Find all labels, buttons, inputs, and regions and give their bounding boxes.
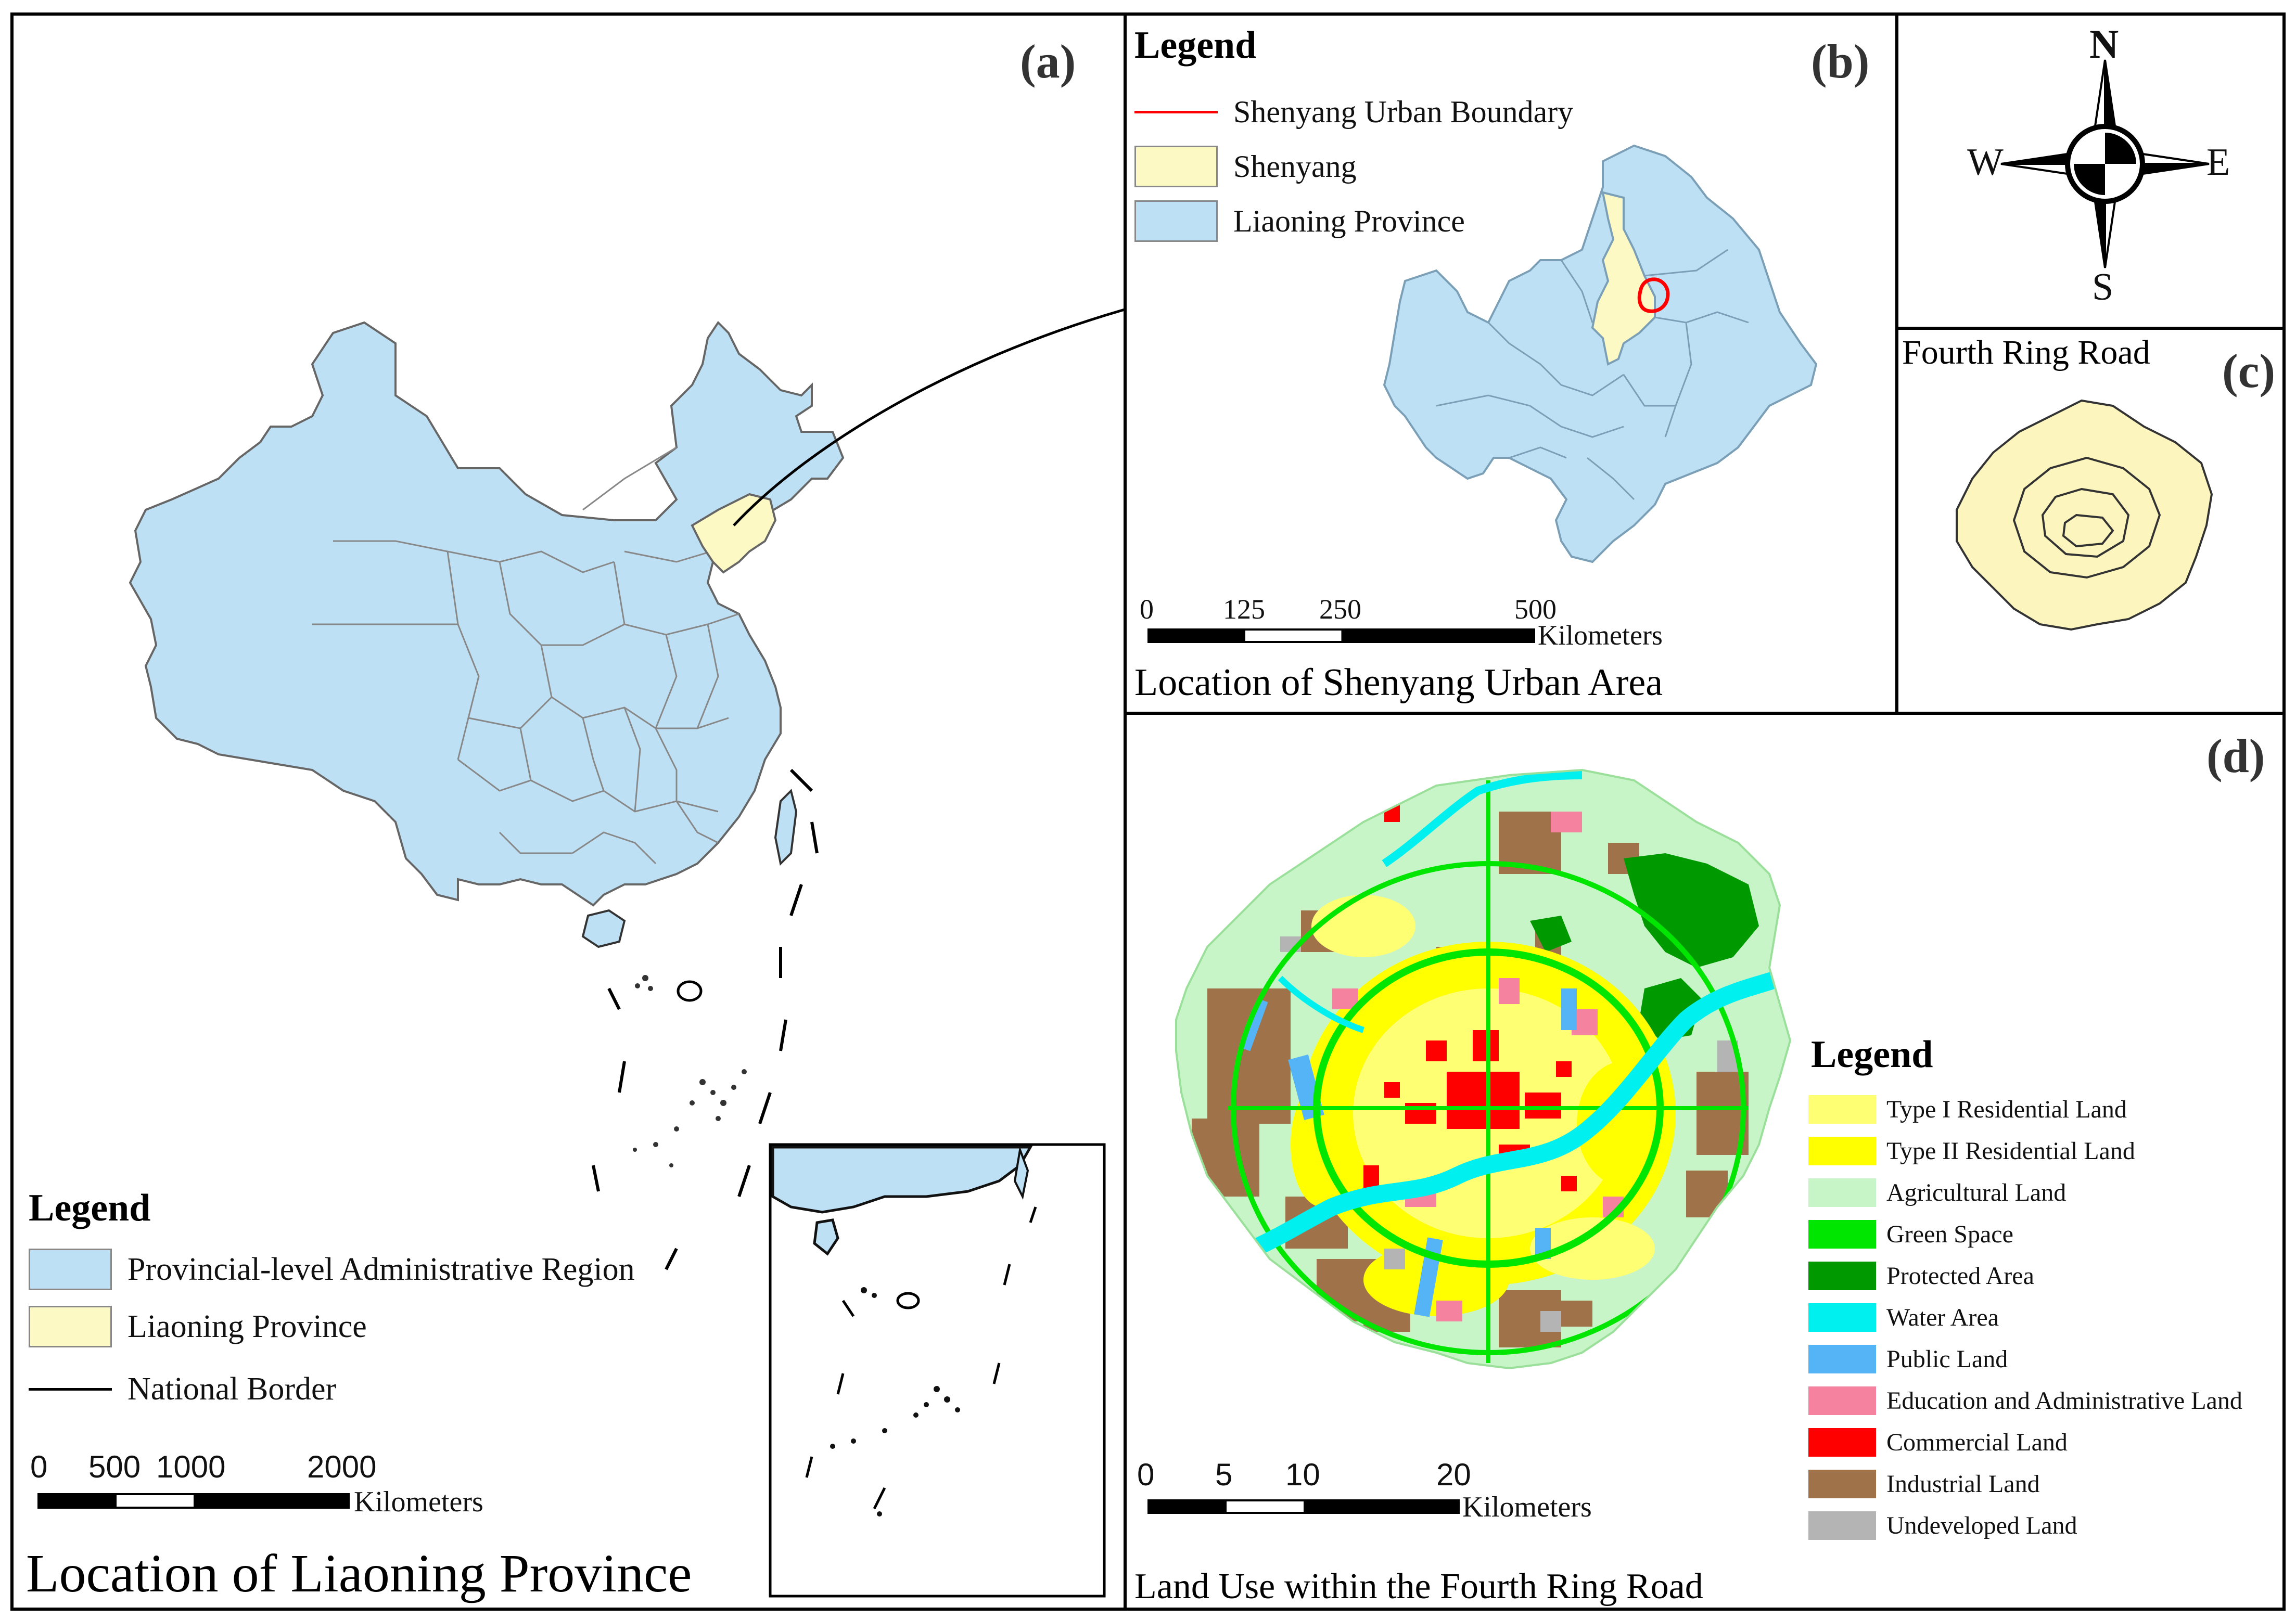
legend-label: Undeveloped Land (1886, 1512, 2077, 1539)
scale-a-unit: Kilometers (354, 1486, 483, 1518)
scale-b-tick-3: 500 (1514, 594, 1557, 625)
legend-swatch (1134, 146, 1218, 187)
scale-a-tick-2: 1000 (156, 1449, 226, 1484)
panel-c-tag: (c) (2222, 344, 2276, 397)
legend-item-provincial: Provincial-level Administrative Region (29, 1249, 635, 1290)
scale-d-tick-2: 10 (1285, 1457, 1320, 1492)
legend-item-industrial: Industrial Land (1808, 1470, 2040, 1498)
legend-swatch (1808, 1511, 1876, 1540)
scale-bar-a (37, 1493, 350, 1509)
legend-label: Type I Residential Land (1886, 1096, 2127, 1123)
legend-item-type2-residential: Type II Residential Land (1808, 1137, 2135, 1165)
panel-c-title: Fourth Ring Road (1902, 333, 2150, 371)
legend-label: Liaoning Province (1233, 203, 1465, 238)
scale-d-tick-3: 20 (1436, 1457, 1471, 1492)
scale-b-tick-1: 125 (1223, 594, 1265, 625)
panel-d-title: Land Use within the Fourth Ring Road (1134, 1566, 1703, 1607)
legend-swatch (29, 1249, 112, 1290)
legend-swatch (1808, 1095, 1876, 1124)
legend-label: Protected Area (1886, 1262, 2034, 1290)
scale-d-tick-0: 0 (1137, 1457, 1155, 1492)
panel-b-title: Location of Shenyang Urban Area (1134, 661, 1663, 704)
legend-label: Water Area (1886, 1304, 1999, 1331)
scale-b-tick-2: 250 (1319, 594, 1361, 625)
legend-item-liaoning-b: Liaoning Province (1134, 200, 1465, 242)
scale-bar-d (1147, 1499, 1460, 1514)
legend-label: Education and Administrative Land (1886, 1387, 2242, 1415)
legend-label: Agricultural Land (1886, 1179, 2067, 1206)
legend-swatch (1808, 1345, 1876, 1373)
legend-swatch (1808, 1428, 1876, 1457)
legend-label: National Border (127, 1371, 337, 1407)
legend-label: Type II Residential Land (1886, 1137, 2135, 1165)
legend-item-protected: Protected Area (1808, 1262, 2034, 1290)
panel-b-legend-title: Legend (1134, 24, 1257, 67)
legend-swatch (1808, 1178, 1876, 1207)
legend-item-liaoning: Liaoning Province (29, 1306, 367, 1347)
scale-d-unit: Kilometers (1462, 1491, 1592, 1523)
legend-item-agricultural: Agricultural Land (1808, 1178, 2066, 1207)
legend-swatch (1808, 1137, 1876, 1165)
legend-label: Green Space (1886, 1220, 2013, 1248)
legend-item-undeveloped: Undeveloped Land (1808, 1511, 2077, 1540)
legend-label: Public Land (1886, 1345, 2008, 1373)
compass-w: W (1967, 141, 2004, 184)
panel-d-tag: (d) (2206, 729, 2265, 782)
legend-item-public: Public Land (1808, 1345, 2008, 1373)
panel-a-legend-title: Legend (29, 1187, 151, 1229)
legend-swatch (1808, 1303, 1876, 1332)
compass-e: E (2206, 141, 2230, 184)
legend-item-water: Water Area (1808, 1303, 1999, 1332)
legend-item-border: National Border (29, 1368, 336, 1410)
scale-d-tick-1: 5 (1215, 1457, 1233, 1492)
legend-line (1134, 110, 1218, 113)
scale-a-tick-1: 500 (88, 1449, 141, 1484)
legend-label: Liaoning Province (127, 1308, 367, 1344)
legend-label: Industrial Land (1886, 1470, 2040, 1498)
legend-item-green-space: Green Space (1808, 1220, 2013, 1249)
legend-swatch (1808, 1220, 1876, 1249)
compass-s: S (2092, 266, 2114, 309)
legend-label: Shenyang (1233, 149, 1357, 184)
legend-swatch (1808, 1470, 1876, 1498)
scale-b-unit: Kilometers (1538, 620, 1663, 651)
scale-a-tick-3: 2000 (307, 1449, 377, 1484)
panel-a-title: Location of Liaoning Province (26, 1544, 692, 1603)
legend-item-education: Education and Administrative Land (1808, 1386, 2242, 1415)
legend-item-type1-residential: Type I Residential Land (1808, 1095, 2127, 1124)
legend-swatch (1134, 200, 1218, 242)
scale-b-tick-0: 0 (1140, 594, 1154, 625)
legend-item-commercial: Commercial Land (1808, 1428, 2068, 1457)
legend-label: Provincial-level Administrative Region (127, 1251, 635, 1287)
legend-line (29, 1387, 112, 1391)
scale-a-tick-0: 0 (30, 1449, 48, 1484)
legend-item-shenyang: Shenyang (1134, 146, 1357, 187)
panel-d-legend-title: Legend (1811, 1033, 1933, 1076)
legend-swatch (29, 1306, 112, 1347)
legend-swatch (1808, 1386, 1876, 1415)
legend-label: Shenyang Urban Boundary (1233, 94, 1574, 129)
legend-label: Commercial Land (1886, 1429, 2068, 1456)
panel-a-tag: (a) (1020, 35, 1076, 88)
compass-n: N (2089, 21, 2119, 67)
legend-swatch (1808, 1262, 1876, 1290)
legend-item-urban-boundary: Shenyang Urban Boundary (1134, 91, 1573, 133)
panel-b-tag: (b) (1811, 35, 1870, 88)
scale-bar-b (1147, 628, 1535, 643)
